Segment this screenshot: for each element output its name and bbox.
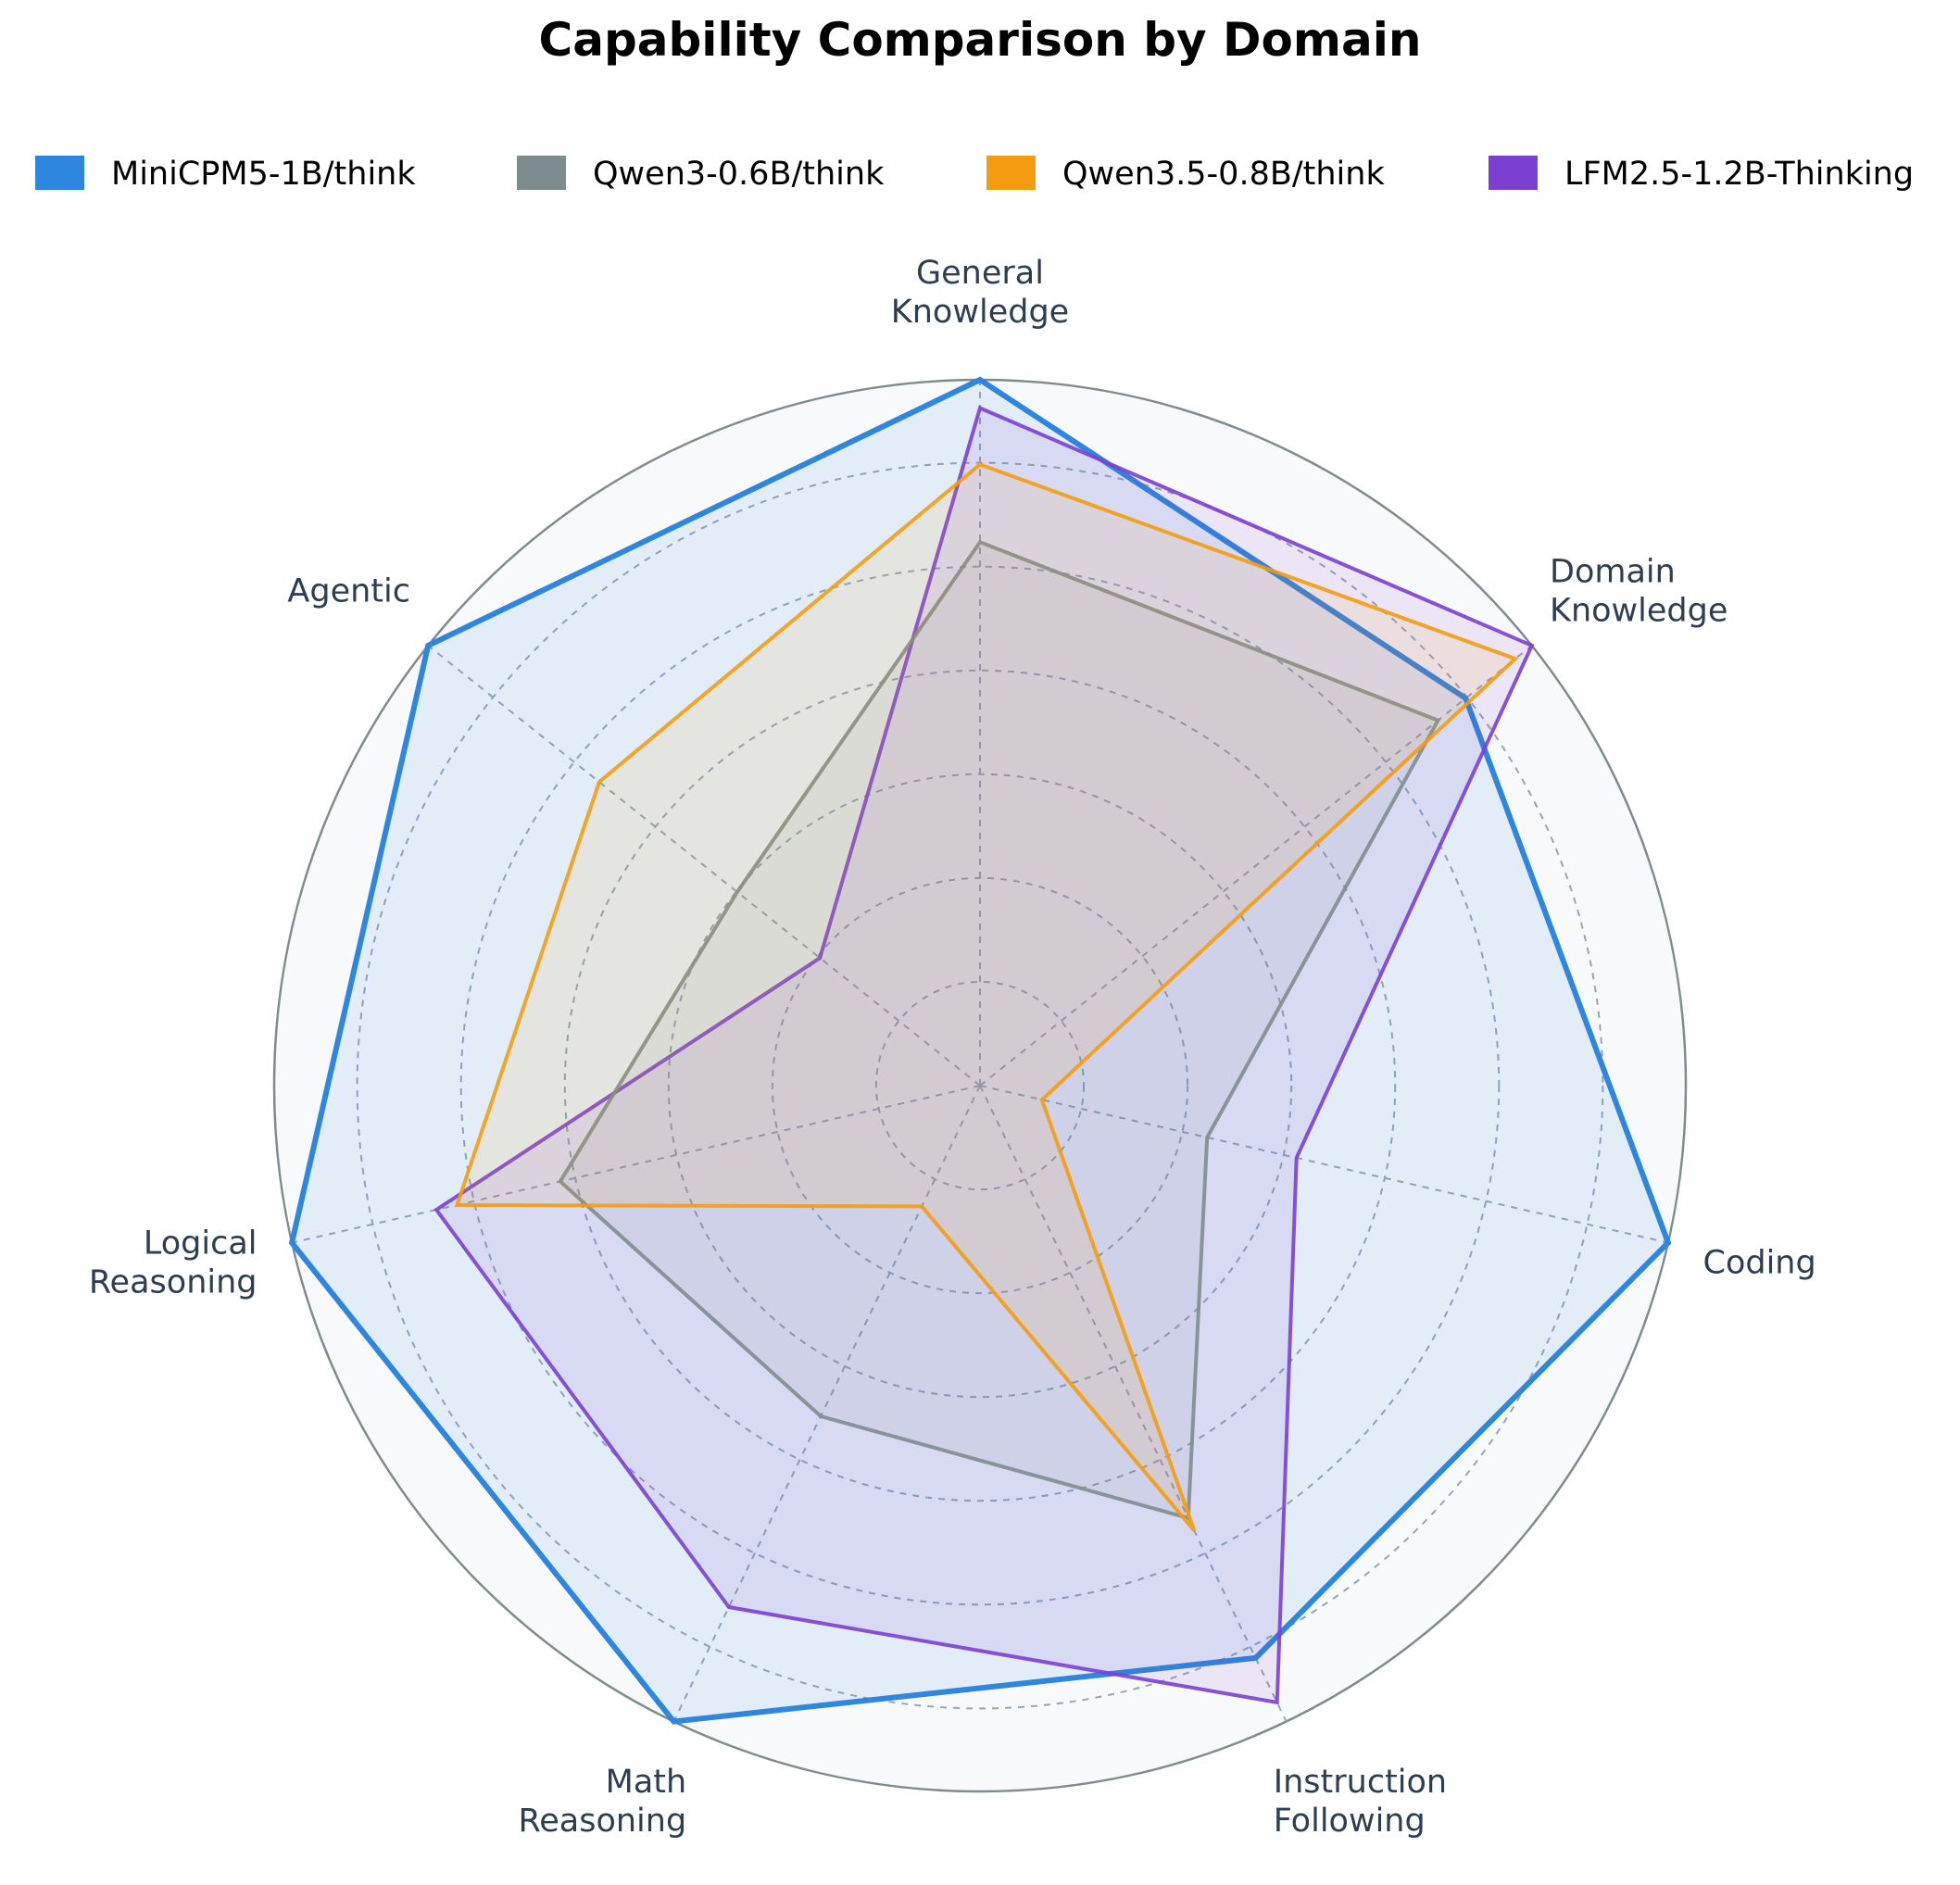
legend-swatch-lfm2-5-1-2b-thinking <box>1489 156 1538 190</box>
legend: MiniCPM5-1B/think Qwen3-0.6B/think Qwen3.5… <box>35 156 1914 193</box>
series-layer <box>288 376 1672 1725</box>
point-qwen3-5-0-8b-think-general_knowledge <box>979 463 981 465</box>
legend-swatch-qwen3-0-6b-think <box>517 156 566 190</box>
point-qwen3-5-0-8b-think-agentic <box>598 781 600 783</box>
axis-label-instruction_following: Instruction <box>1274 1764 1447 1801</box>
series-qwen3-0-6b-think <box>558 539 1441 1521</box>
axis-label-agentic: Agentic <box>287 573 410 610</box>
grid-spoke-coding <box>979 1085 1669 1244</box>
axis-label-general_knowledge: Knowledge <box>891 294 1069 331</box>
axis-label-logical_reasoning: Reasoning <box>89 1264 258 1301</box>
point-lfm2-5-1-2b-thinking-coding <box>1296 1157 1298 1159</box>
grid-spoke-math_reasoning <box>672 1085 981 1722</box>
series-minicpm5-1b-think <box>288 376 1672 1725</box>
axis-labels: GeneralKnowledgeDomainKnowledgeCodingIns… <box>89 255 1816 1840</box>
point-minicpm5-1b-think-agentic <box>427 645 429 647</box>
grid-ring <box>874 980 1086 1191</box>
point-qwen3-5-0-8b-think-coding <box>1041 1099 1043 1100</box>
axis-label-logical_reasoning: Logical <box>144 1225 258 1263</box>
axis-label-domain_knowledge: Knowledge <box>1550 593 1728 630</box>
legend-label-minicpm5-1b-think: MiniCPM5-1B/think <box>111 156 416 193</box>
axis-label-math_reasoning: Reasoning <box>519 1803 687 1840</box>
point-qwen3-0-6b-think-math_reasoning <box>820 1415 822 1417</box>
grid-spoke-agentic <box>427 645 981 1087</box>
point-minicpm5-1b-think-coding <box>1667 1242 1669 1244</box>
grid-ring <box>563 669 1397 1502</box>
point-qwen3-5-0-8b-think-domain_knowledge <box>1514 658 1516 660</box>
point-lfm2-5-1-2b-thinking-math_reasoning <box>728 1606 730 1608</box>
series-qwen3-5-0-8b-think <box>454 462 1519 1532</box>
point-minicpm5-1b-think-logical_reasoning <box>291 1242 293 1244</box>
point-qwen3-0-6b-think-coding <box>1206 1137 1208 1138</box>
axis-label-math_reasoning: Math <box>606 1764 687 1801</box>
axis-label-domain_knowledge: Domain <box>1550 554 1676 591</box>
series-lfm2-5-1-2b-thinking <box>433 405 1535 1705</box>
legend-swatch-minicpm5-1b-think <box>35 156 84 190</box>
axis-label-coding: Coding <box>1703 1245 1816 1282</box>
axis-label-instruction_following: Following <box>1274 1803 1426 1840</box>
chart-title: Capability Comparison by Domain <box>539 13 1422 67</box>
grid-spoke-instruction_following <box>979 1085 1288 1722</box>
radial-grid <box>291 380 1669 1722</box>
axis-label-general_knowledge: General <box>916 255 1044 292</box>
point-minicpm5-1b-think-math_reasoning <box>672 1721 674 1723</box>
legend-label-qwen3-0-6b-think: Qwen3-0.6B/think <box>593 156 885 193</box>
point-lfm2-5-1-2b-thinking-logical_reasoning <box>435 1209 437 1211</box>
point-lfm2-5-1-2b-thinking-general_knowledge <box>979 408 981 409</box>
grid-spoke-logical_reasoning <box>291 1085 981 1244</box>
point-qwen3-5-0-8b-think-instruction_following <box>1193 1530 1195 1532</box>
point-qwen3-5-0-8b-think-math_reasoning <box>921 1205 923 1207</box>
point-minicpm5-1b-think-general_knowledge <box>979 379 981 381</box>
legend-label-qwen3-5-0-8b-think: Qwen3.5-0.8B/think <box>1062 156 1385 193</box>
point-lfm2-5-1-2b-thinking-instruction_following <box>1276 1702 1278 1703</box>
grid-ring <box>459 565 1501 1606</box>
point-lfm2-5-1-2b-thinking-domain_knowledge <box>1531 645 1533 647</box>
point-qwen3-5-0-8b-think-logical_reasoning <box>456 1204 458 1206</box>
legend-label-lfm2-5-1-2b-thinking: LFM2.5-1.2B-Thinking <box>1564 156 1914 193</box>
legend-swatch-qwen3-5-0-8b-think <box>986 156 1036 190</box>
grid-spoke-domain_knowledge <box>979 645 1533 1087</box>
